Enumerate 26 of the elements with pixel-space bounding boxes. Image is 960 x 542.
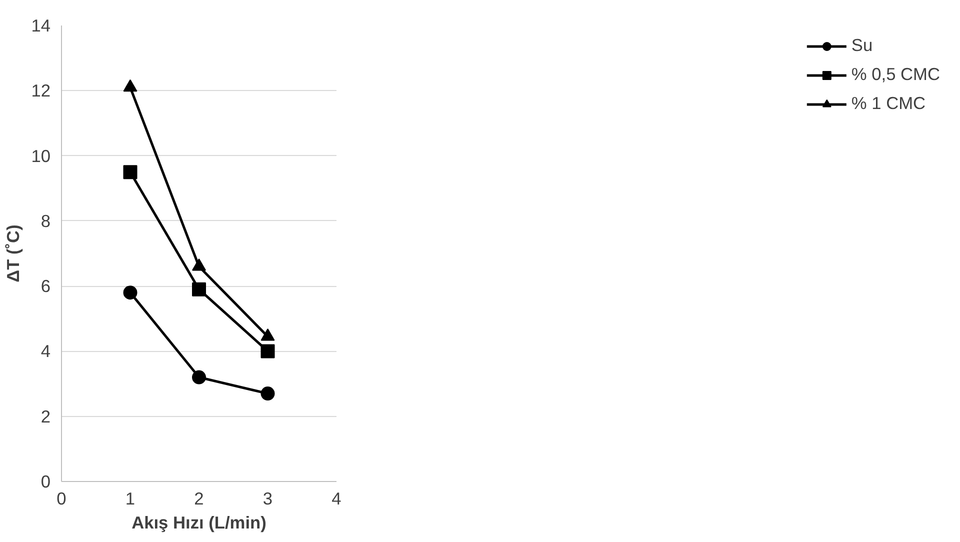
point xyxy=(123,79,138,92)
legend-label: Su xyxy=(851,35,873,56)
point xyxy=(123,286,138,300)
point xyxy=(192,370,206,384)
x-tick-label: 4 xyxy=(332,488,342,508)
point xyxy=(123,165,138,180)
legend-label: % 1 CMC xyxy=(851,93,926,114)
point xyxy=(260,386,275,401)
y-tick-label: 0 xyxy=(40,472,51,492)
x-axis-title: Akış Hızı (L/min) xyxy=(132,512,266,532)
point xyxy=(260,344,275,358)
point xyxy=(192,258,206,271)
point xyxy=(192,282,206,296)
y-tick-label: 2 xyxy=(40,406,51,426)
x-tick-label: 2 xyxy=(194,488,204,508)
y-tick-label: 12 xyxy=(31,80,51,101)
y-axis-title: ΔT (˚C) xyxy=(3,224,24,282)
y-tick-label: 6 xyxy=(40,276,51,296)
x-tick-label: 0 xyxy=(56,488,66,508)
y-tick-label: 14 xyxy=(31,16,51,36)
x-tick-label: 1 xyxy=(125,488,136,508)
y-tick-label: 8 xyxy=(40,210,51,231)
y-tick-label: 4 xyxy=(40,341,51,362)
x-tick-label: 3 xyxy=(262,488,273,508)
y-tick-label: 10 xyxy=(31,146,51,166)
legend-label: % 0,5 CMC xyxy=(851,64,940,85)
